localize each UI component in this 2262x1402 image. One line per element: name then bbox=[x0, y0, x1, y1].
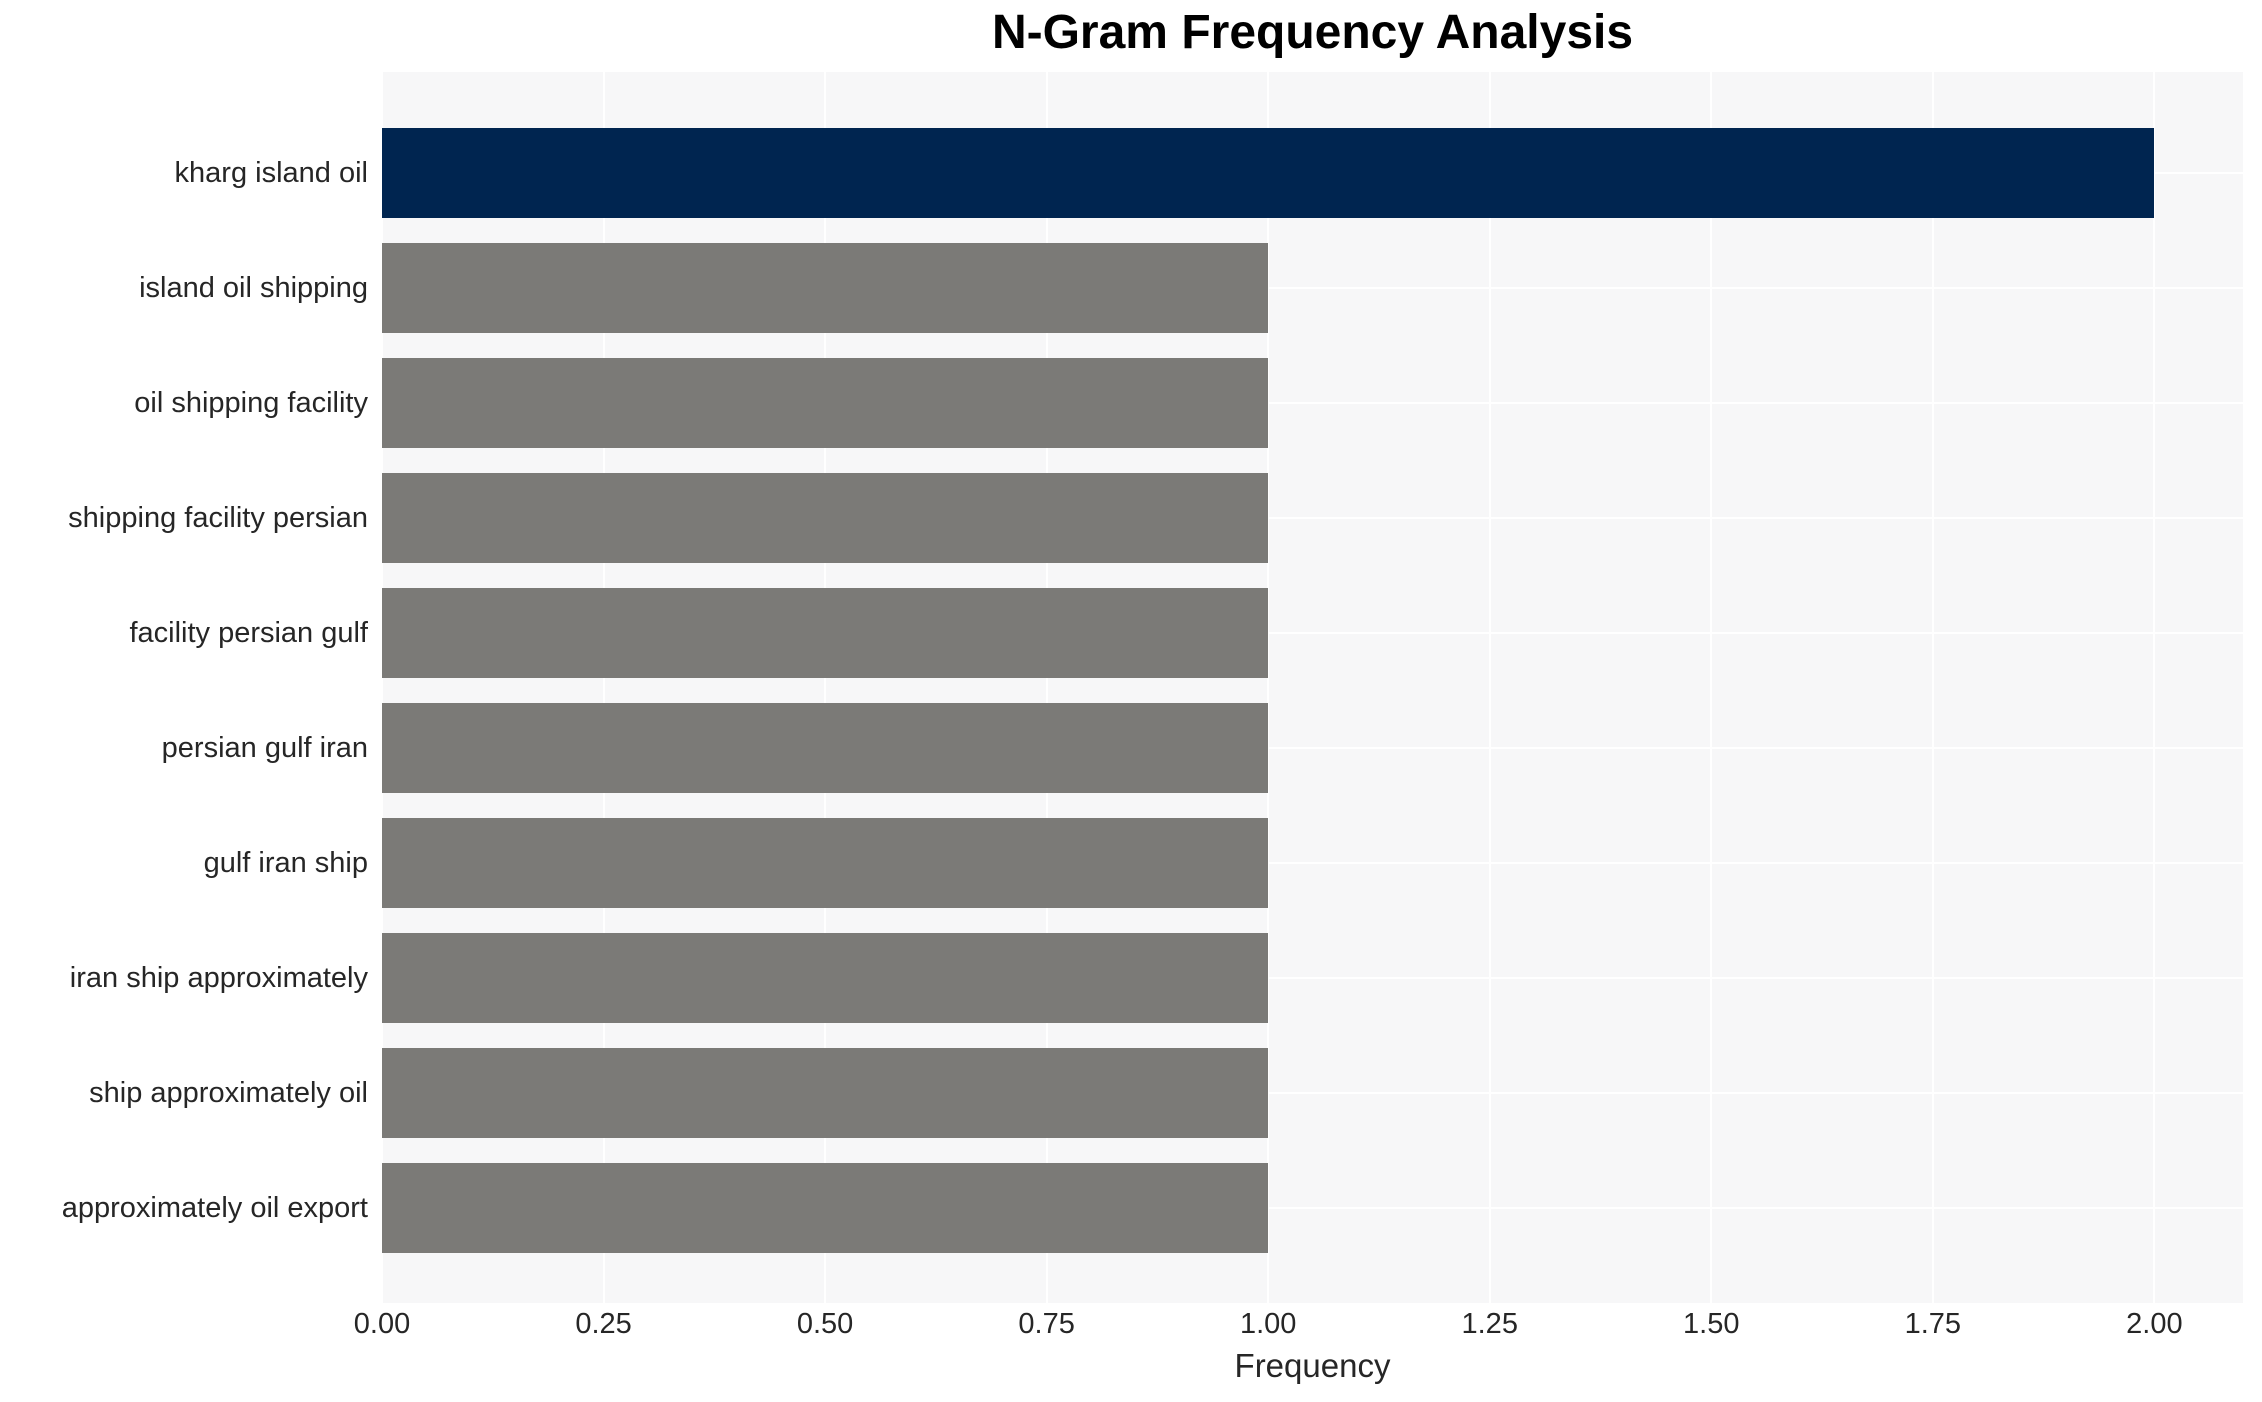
y-gridline bbox=[382, 287, 2243, 289]
bar-iran-ship-approximately bbox=[382, 933, 1269, 1023]
x-gridline bbox=[1710, 72, 1713, 1303]
bar-facility-persian-gulf bbox=[382, 588, 1269, 678]
y-gridline bbox=[382, 862, 2243, 864]
y-axis-label: iran ship approximately bbox=[69, 962, 368, 994]
x-gridline bbox=[1267, 72, 1270, 1303]
y-axis-label: gulf iran ship bbox=[203, 847, 368, 879]
chart-title: N-Gram Frequency Analysis bbox=[991, 6, 1634, 59]
x-gridline bbox=[381, 72, 383, 1303]
x-axis-tick: 0.75 bbox=[1018, 1308, 1075, 1340]
x-gridline bbox=[602, 72, 605, 1303]
x-axis-tick: 0.50 bbox=[796, 1308, 854, 1340]
y-gridline bbox=[382, 977, 2243, 979]
x-gridline bbox=[2153, 72, 2156, 1303]
y-gridline bbox=[382, 1207, 2243, 1209]
y-axis-label: persian gulf iran bbox=[161, 732, 368, 764]
x-gridline bbox=[824, 72, 827, 1303]
y-axis-label: facility persian gulf bbox=[129, 617, 368, 649]
bar-island-oil-shipping bbox=[382, 243, 1269, 333]
bar-persian-gulf-iran bbox=[382, 703, 1269, 793]
y-axis-label: island oil shipping bbox=[139, 272, 368, 304]
x-axis-tick: 0.00 bbox=[353, 1308, 411, 1340]
bar-gulf-iran-ship bbox=[382, 818, 1269, 908]
x-axis-tick: 1.75 bbox=[1904, 1308, 1962, 1340]
bar-oil-shipping-facility bbox=[382, 358, 1269, 448]
bar-shipping-facility-persian bbox=[382, 473, 1269, 563]
x-axis-title: Frequency bbox=[1234, 1347, 1391, 1384]
x-axis-tick: 0.25 bbox=[575, 1308, 632, 1340]
x-axis-tick: 1.50 bbox=[1683, 1308, 1740, 1340]
x-gridline bbox=[1931, 72, 1934, 1303]
y-axis-label: approximately oil export bbox=[61, 1192, 368, 1224]
y-gridline bbox=[382, 747, 2243, 749]
y-axis-label: ship approximately oil bbox=[89, 1077, 368, 1109]
y-gridline bbox=[382, 632, 2243, 634]
x-axis-tick: 2.00 bbox=[2126, 1308, 2183, 1340]
bar-kharg-island-oil bbox=[382, 128, 2155, 218]
bar-ship-approximately-oil bbox=[382, 1048, 1269, 1138]
bar-approximately-oil-export bbox=[382, 1163, 1269, 1253]
plot-area bbox=[381, 72, 2243, 1303]
y-axis-label: kharg island oil bbox=[174, 157, 368, 189]
x-axis-tick: 1.00 bbox=[1239, 1308, 1297, 1340]
x-gridline bbox=[1045, 72, 1048, 1303]
y-gridline bbox=[382, 402, 2243, 404]
x-gridline bbox=[1488, 72, 1491, 1303]
y-axis-label: shipping facility persian bbox=[68, 502, 368, 534]
y-gridline bbox=[382, 1092, 2243, 1094]
y-gridline bbox=[382, 517, 2243, 519]
x-axis-tick: 1.25 bbox=[1461, 1308, 1518, 1340]
y-axis-label: oil shipping facility bbox=[134, 387, 368, 419]
